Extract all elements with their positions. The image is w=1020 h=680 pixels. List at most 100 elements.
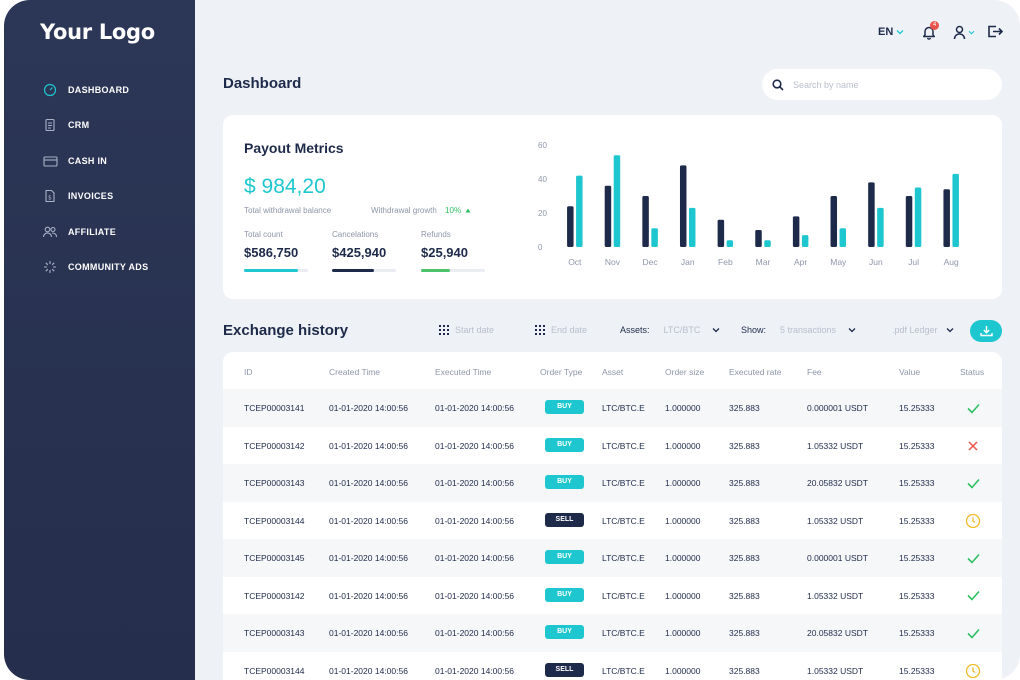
chart-bar — [868, 182, 875, 247]
stat-progress-fill — [332, 269, 374, 272]
cell-size: 1.000000 — [665, 478, 701, 488]
cell-asset: LTC/BTC.E — [602, 440, 645, 451]
cell-rate: 325.883 — [729, 440, 760, 451]
cell-value: 15.25333 — [899, 553, 935, 563]
sidebar-item-cash-in[interactable]: CASH IN — [42, 143, 148, 179]
stat-progress-bar — [332, 269, 396, 272]
y-tick-label: 40 — [538, 175, 547, 184]
chart-bar — [764, 240, 771, 247]
assets-filter[interactable]: Assets: LTC/BTC — [620, 325, 720, 335]
cell-id: TCEP00003141 — [244, 403, 305, 413]
chart-bar — [877, 207, 884, 247]
document-icon — [42, 117, 58, 133]
sidebar-item-affiliate[interactable]: AFFILIATE — [42, 214, 148, 250]
cell-executed: 01-01-2020 14:00:56 — [435, 590, 514, 601]
language-selector[interactable]: EN — [878, 26, 904, 38]
stat-cancelations: Cancelations $425,940 — [332, 230, 396, 272]
x-tick-label: Jan — [681, 257, 695, 267]
download-button[interactable] — [970, 320, 1002, 342]
logout-button[interactable] — [987, 24, 1004, 40]
y-tick-label: 0 — [538, 243, 543, 252]
table-row[interactable]: TCEP00003143 01-01-2020 14:00:56 01-01-202… — [223, 614, 1002, 652]
table-row[interactable]: TCEP00003142 01-01-2020 14:00:56 01-01-202… — [223, 427, 1002, 465]
table-row[interactable]: TCEP00003144 01-01-2020 14:00:56 01-01-202… — [223, 502, 1002, 540]
withdrawal-growth: Withdrawal growth 10% — [371, 206, 471, 215]
cell-executed: 01-01-2020 14:00:56 — [435, 440, 514, 451]
show-filter[interactable]: Show: 5 transactions — [741, 325, 856, 335]
start-date-picker[interactable]: Start date — [439, 325, 494, 335]
cell-value: 15.25333 — [899, 403, 935, 413]
chart-bar — [717, 219, 725, 247]
column-header: Status — [960, 367, 985, 377]
chart-bar — [830, 196, 838, 247]
chart-bar — [792, 216, 800, 247]
cell-fee: 1.05332 USDT — [807, 440, 864, 451]
order-type-badge: BUY — [545, 437, 584, 452]
show-value: 5 transactions — [780, 325, 837, 335]
logout-icon — [988, 25, 1004, 38]
cell-id: TCEP00003142 — [244, 590, 305, 601]
cell-id: TCEP00003144 — [244, 665, 305, 676]
show-label: Show: — [741, 325, 767, 335]
chart-bar — [613, 155, 621, 247]
export-format-select[interactable]: .pdf Ledger — [892, 325, 954, 335]
column-header: Executed rate — [729, 367, 782, 377]
sidebar-item-crm[interactable]: CRM — [42, 108, 148, 144]
end-date-picker[interactable]: End date — [535, 325, 587, 335]
column-header: Fee — [807, 367, 822, 377]
check-icon — [965, 475, 981, 491]
cell-rate: 325.883 — [729, 515, 760, 526]
order-type-badge: BUY — [545, 550, 584, 564]
cell-value: 15.25333 — [899, 590, 935, 601]
x-tick-label: Jun — [869, 257, 883, 267]
cell-asset: LTC/BTC.E — [602, 553, 645, 563]
column-header: Order Type — [540, 367, 583, 377]
chart-bar — [801, 235, 809, 247]
cell-rate: 325.883 — [729, 403, 760, 413]
column-header: ID — [244, 367, 253, 377]
cell-value: 15.25333 — [899, 440, 935, 451]
stat-value: $586,750 — [244, 245, 299, 260]
table-row[interactable]: TCEP00003144 01-01-2020 14:00:56 01-01-202… — [223, 652, 1002, 680]
search-input[interactable] — [793, 79, 983, 90]
gauge-icon — [42, 82, 58, 98]
chart-bar — [914, 187, 922, 247]
table-row[interactable]: TCEP00003143 01-01-2020 14:00:56 01-01-202… — [223, 464, 1002, 502]
cell-created: 01-01-2020 14:00:56 — [329, 440, 408, 451]
sidebar-item-dashboard[interactable]: DASHBOARD — [42, 72, 148, 108]
chart-bar — [567, 206, 574, 247]
sidebar-item-label: COMMUNITY ADS — [68, 262, 149, 273]
chevron-down-icon — [896, 30, 904, 35]
table-row[interactable]: TCEP00003145 01-01-2020 14:00:56 01-01-202… — [223, 539, 1002, 577]
sidebar-item-invoices[interactable]: $ INVOICES — [42, 179, 148, 215]
check-icon — [965, 550, 981, 566]
chart-bar — [839, 228, 847, 247]
cell-id: TCEP00003145 — [244, 553, 305, 563]
cell-id: TCEP00003142 — [244, 440, 305, 451]
sidebar-item-community-ads[interactable]: COMMUNITY ADS — [42, 250, 148, 286]
notification-button[interactable]: 4 — [921, 21, 939, 40]
assets-label: Assets: — [620, 325, 650, 335]
user-menu[interactable] — [953, 24, 975, 40]
sidebar-item-label: INVOICES — [68, 191, 114, 202]
cell-size: 1.000000 — [665, 665, 701, 676]
cell-executed: 01-01-2020 14:00:56 — [435, 553, 514, 563]
cell-value: 15.25333 — [899, 628, 935, 638]
cell-created: 01-01-2020 14:00:56 — [329, 403, 408, 413]
card-icon — [42, 153, 58, 169]
column-header: Asset — [602, 367, 624, 377]
stat-refunds: Refunds $25,940 — [421, 230, 485, 272]
search-box[interactable] — [762, 69, 1002, 100]
cell-executed: 01-01-2020 14:00:56 — [435, 665, 514, 676]
cell-asset: LTC/BTC.E — [602, 515, 645, 526]
table-row[interactable]: TCEP00003142 01-01-2020 14:00:56 01-01-202… — [223, 577, 1002, 615]
table-row[interactable]: TCEP00003141 01-01-2020 14:00:56 01-01-202… — [223, 389, 1002, 427]
clock-icon — [965, 513, 981, 529]
end-date-placeholder: End date — [551, 325, 588, 335]
x-tick-label: Nov — [605, 257, 621, 267]
cell-fee: 1.05332 USDT — [807, 590, 864, 601]
order-type-badge: SELL — [545, 512, 584, 527]
notification-badge: 4 — [930, 21, 939, 30]
chevron-down-icon — [946, 328, 954, 333]
clock-icon — [965, 663, 981, 679]
